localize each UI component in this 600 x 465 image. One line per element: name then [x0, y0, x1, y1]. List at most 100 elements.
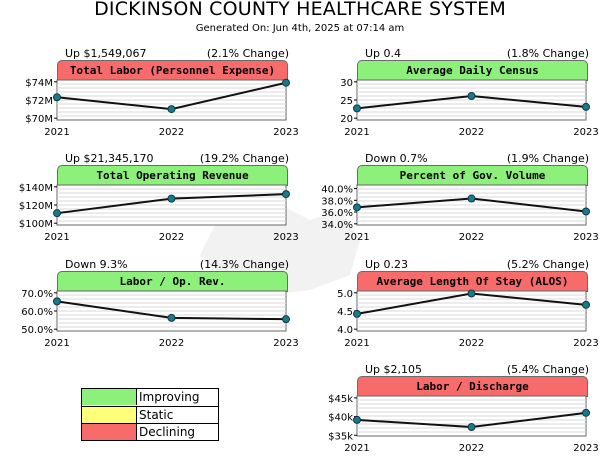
data-point — [353, 203, 361, 212]
legend-row-static: Static — [82, 406, 218, 424]
chart-title-bar: Percent of Gov. Volume — [357, 165, 588, 186]
legend-label-declining: Declining — [139, 425, 196, 439]
chart-total-labor: Up $1,549,067 (2.1% Change) Total Labor (P… — [25, 47, 298, 147]
y-tick-label: 60.0% — [21, 307, 53, 318]
y-tick-label: 70.0% — [21, 289, 53, 300]
y-tick-label: $120M — [19, 201, 53, 212]
data-point — [167, 313, 176, 322]
y-tick-label: 25 — [340, 96, 353, 107]
legend-label-static: Static — [139, 408, 174, 422]
chart-title-bar: Total Operating Revenue — [57, 165, 288, 186]
change-summary: Up $2,105 — [365, 363, 423, 376]
data-point — [353, 104, 361, 113]
x-tick-label: 2021 — [44, 127, 69, 138]
x-tick-label: 2022 — [159, 338, 184, 349]
y-tick-label: 38.0% — [321, 196, 353, 207]
data-point — [53, 209, 61, 218]
x-tick-label: 2022 — [159, 232, 184, 243]
data-point — [282, 78, 290, 87]
change-percent: (14.3% Change) — [199, 258, 289, 271]
x-tick-label: 2023 — [273, 338, 298, 349]
line-chart: 40.0%38.0%36.0%34.0%2021 2022 2023 — [321, 184, 599, 243]
y-tick-label: 40.0% — [321, 185, 353, 196]
change-summary: Down 0.7% — [365, 152, 428, 165]
y-tick-label: 50.0% — [21, 325, 53, 336]
chart-labor-op-rev: Down 9.3% (14.3% Change) Labor / Op. Rev. 7… — [21, 258, 299, 358]
generated-timestamp: Generated On: Jun 4th, 2025 at 07:14 am — [195, 23, 405, 34]
x-tick-label: 2021 — [344, 127, 369, 138]
y-tick-label: $72M — [25, 96, 53, 107]
chart-total-operating-revenue: Up $21,345,170 (19.2% Change) Total Operat… — [19, 152, 299, 252]
data-point — [467, 92, 476, 100]
legend-swatch-declining — [82, 424, 137, 440]
x-tick-label: 2023 — [573, 127, 598, 138]
line-chart: 30 25 20 2021 2022 2023 — [340, 78, 598, 138]
data-point — [467, 289, 476, 298]
x-tick-label: 2021 — [344, 232, 369, 243]
change-summary: Down 9.3% — [65, 258, 128, 271]
data-point — [53, 93, 61, 102]
page-title: DICKINSON COUNTY HEALTHCARE SYSTEM — [94, 0, 506, 20]
data-point — [282, 190, 290, 199]
data-point — [582, 300, 590, 309]
change-percent: (5.2% Change) — [506, 258, 589, 271]
legend-swatch-improving — [82, 389, 137, 405]
y-tick-label: $40k — [328, 413, 353, 424]
chart-average-daily-census: Up 0.4 (1.8% Change) Average Daily Census 3… — [340, 47, 598, 147]
data-point — [167, 194, 176, 203]
legend-swatch-static — [82, 407, 137, 423]
chart-title-bar: Labor / Discharge — [357, 376, 588, 397]
change-percent: (1.8% Change) — [506, 47, 589, 60]
line-chart: 70.0% 60.0% 50.0% 2021 2022 2023 — [21, 289, 299, 349]
chart-percent-gov-volume: Down 0.7% (1.9% Change) Percent of Gov. Vo… — [321, 152, 599, 252]
y-tick-label: $140M — [19, 183, 53, 194]
line-chart: 5.0 4.5 4.0 2021 2022 2023 — [337, 289, 599, 349]
y-tick-label: 34.0% — [321, 220, 353, 231]
x-tick-label: 2022 — [459, 127, 484, 138]
x-tick-label: 2023 — [573, 338, 598, 349]
data-point — [53, 297, 61, 306]
x-tick-label: 2021 — [44, 338, 69, 349]
x-tick-label: 2021 — [344, 443, 369, 454]
data-point — [167, 105, 176, 114]
x-tick-label: 2022 — [459, 338, 484, 349]
legend-row-declining: Declining — [82, 423, 218, 441]
data-point — [582, 408, 590, 417]
y-tick-label: $74M — [25, 78, 53, 89]
x-tick-label: 2022 — [459, 232, 484, 243]
chart-labor-discharge: Up $2,105 (5.4% Change) Labor / Discharge $… — [328, 363, 599, 463]
change-summary: Up 0.23 — [365, 258, 409, 271]
data-point — [467, 194, 476, 203]
x-tick-label: 2021 — [344, 338, 369, 349]
y-tick-label: $70M — [25, 114, 53, 125]
line-chart: $140M $120M $100M 2021 2022 2023 — [19, 183, 299, 243]
change-summary: Up $1,549,067 — [65, 47, 147, 60]
y-tick-label: $100M — [19, 219, 53, 230]
y-tick-label: 5.0 — [337, 289, 353, 300]
y-tick-label: $45k — [328, 394, 353, 405]
chart-title-bar: Labor / Op. Rev. — [57, 271, 288, 292]
y-tick-label: $35k — [328, 431, 353, 442]
x-tick-label: 2022 — [459, 443, 484, 454]
chart-average-length-of-stay: Up 0.23 (5.2% Change) Average Length Of St… — [337, 258, 599, 358]
change-summary: Up $21,345,170 — [65, 152, 154, 165]
data-point — [353, 415, 361, 424]
change-summary: Up 0.4 — [365, 47, 402, 60]
chart-title-bar: Average Length Of Stay (ALOS) — [357, 271, 588, 292]
chart-title-bar: Average Daily Census — [357, 60, 588, 81]
x-tick-label: 2023 — [273, 232, 298, 243]
x-tick-label: 2023 — [573, 232, 598, 243]
change-percent: (19.2% Change) — [199, 152, 289, 165]
data-point — [467, 423, 476, 432]
line-chart: $74M $72M $70M 2021 2022 2023 — [25, 78, 298, 138]
data-point — [282, 315, 290, 324]
x-tick-label: 2021 — [44, 232, 69, 243]
y-tick-label: 4.0 — [337, 325, 353, 336]
y-tick-label: 30 — [340, 78, 353, 89]
x-tick-label: 2023 — [573, 443, 598, 454]
data-point — [582, 102, 590, 111]
chart-title-bar: Total Labor (Personnel Expense) — [57, 60, 288, 81]
x-tick-label: 2022 — [159, 127, 184, 138]
y-tick-label: 20 — [340, 114, 353, 125]
legend-label-improving: Improving — [139, 390, 200, 404]
